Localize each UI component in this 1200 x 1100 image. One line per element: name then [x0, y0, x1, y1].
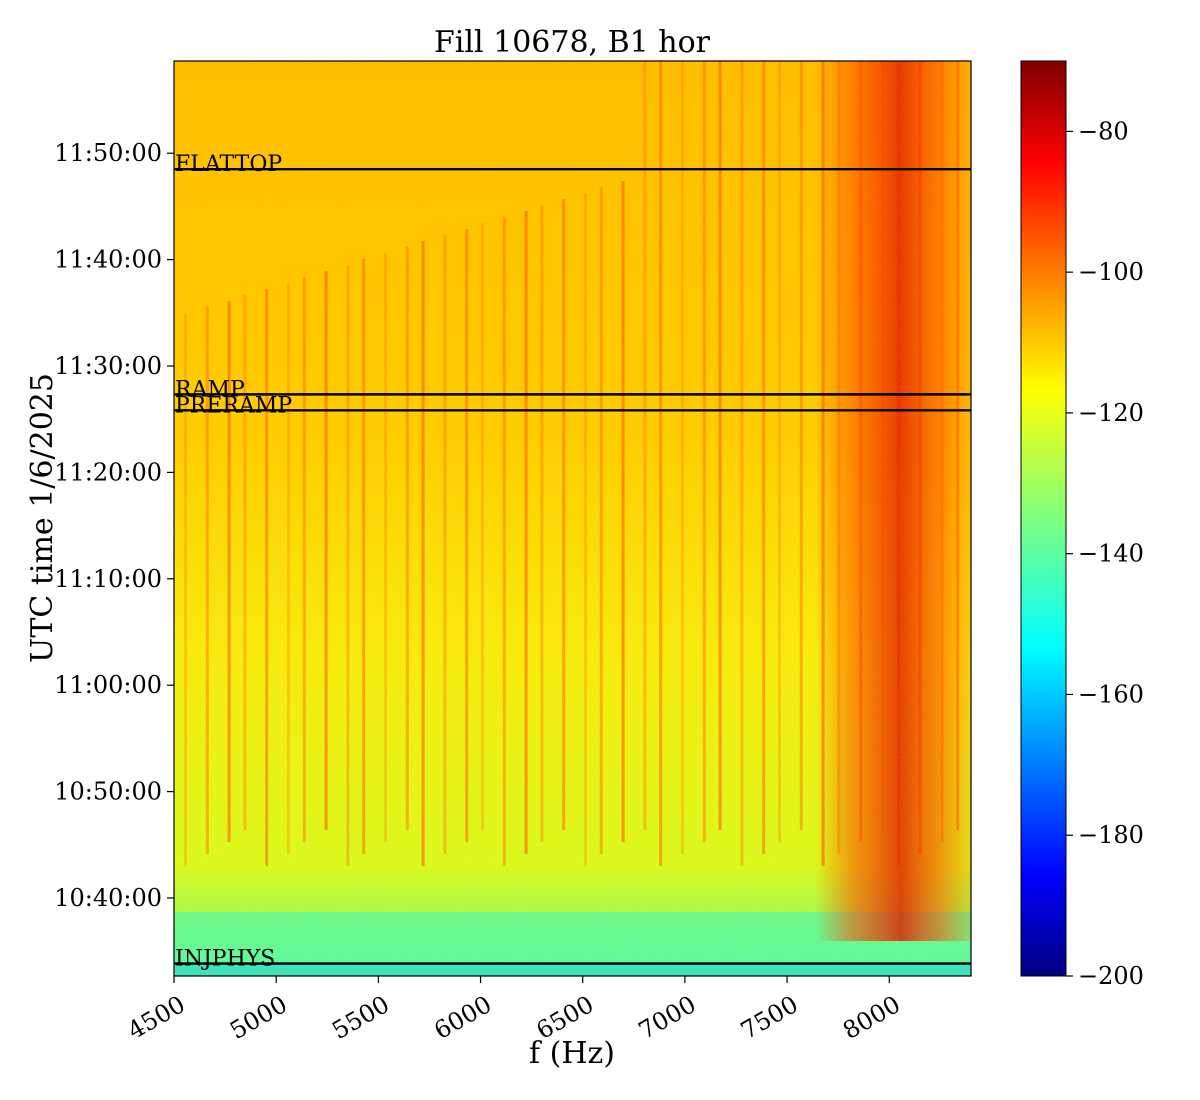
plot-area — [174, 61, 971, 976]
y-tick-label: 11:30:00 — [54, 352, 162, 380]
y-tick-label: 11:10:00 — [54, 565, 162, 593]
plot-frame — [173, 60, 972, 977]
x-tick-label: 7500 — [736, 990, 803, 1045]
chart-title: Fill 10678, B1 hor — [434, 25, 711, 60]
x-axis: 4500 5000 5500 6000 6500 7000 7500 8000 — [123, 976, 905, 1045]
y-axis: 10:40:00 10:50:00 11:00:00 11:10:00 11:20:00… — [54, 139, 174, 912]
y-axis-label: UTC time 1/6/2025 — [25, 373, 60, 663]
colorbar-tick-label: −100 — [1078, 258, 1144, 286]
colorbar-tick-label: −120 — [1078, 399, 1144, 427]
y-tick-label: 11:50:00 — [54, 139, 162, 167]
colorbar-tick-label: −80 — [1078, 117, 1129, 145]
x-axis-label: f (Hz) — [529, 1036, 615, 1071]
colorbar-tick-label: −160 — [1078, 680, 1144, 708]
event-label: FLATTOP — [175, 152, 282, 177]
noise-texture — [174, 61, 971, 976]
y-tick-label: 11:00:00 — [54, 671, 162, 699]
y-tick-label: 11:20:00 — [54, 458, 162, 486]
event-label: RAMP — [175, 377, 245, 402]
event-label: PRERAMP — [175, 393, 292, 418]
colorbar-ticks: −80 −100 −120 −140 −160 −180 −200 — [1066, 117, 1144, 990]
x-tick-label: 5500 — [327, 990, 394, 1045]
x-tick-label: 4500 — [123, 990, 190, 1045]
event-label: INJPHYS — [175, 947, 275, 972]
y-tick-label: 10:50:00 — [54, 778, 162, 806]
y-tick-label: 10:40:00 — [54, 884, 162, 912]
colorbar-tick-label: −200 — [1078, 962, 1144, 990]
x-tick-label: 8000 — [838, 990, 905, 1045]
x-tick-label: 7000 — [634, 990, 701, 1045]
y-tick-label: 11:40:00 — [54, 246, 162, 274]
colorbar — [1020, 60, 1067, 977]
colorbar-tick-label: −140 — [1078, 540, 1144, 568]
x-tick-label: 5000 — [225, 990, 292, 1045]
x-tick-label: 6000 — [429, 990, 496, 1045]
colorbar-tick-label: −180 — [1078, 821, 1144, 849]
